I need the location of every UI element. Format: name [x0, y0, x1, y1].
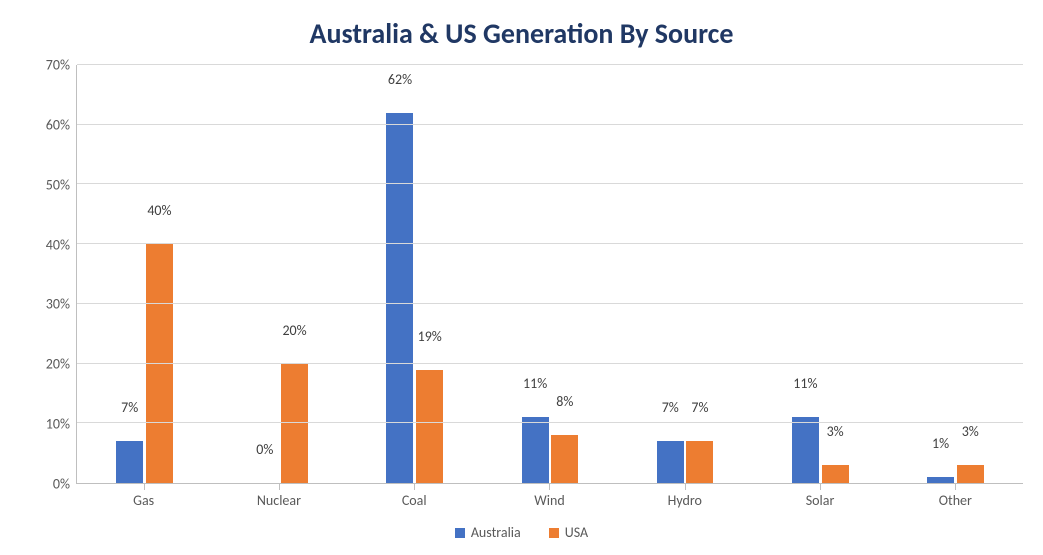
- bar-value-label: 62%: [388, 71, 412, 92]
- grid-line: [77, 303, 1023, 304]
- x-tick-label: Coal: [402, 492, 427, 509]
- x-tick-label: Solar: [806, 492, 835, 509]
- y-tick-label: 10%: [46, 416, 70, 433]
- bar-value-label: 1%: [932, 435, 949, 456]
- x-tick-label: Other: [939, 492, 972, 509]
- bar: [927, 477, 954, 483]
- legend-swatch: [455, 528, 465, 538]
- bar-value-label: 8%: [556, 393, 573, 414]
- x-tick: Other: [888, 484, 1023, 516]
- y-tick-label: 40%: [46, 236, 70, 253]
- x-axis: Gas Nuclear Coal Wind Hydro Solar Other: [76, 484, 1023, 516]
- legend: Australia USA: [20, 516, 1023, 545]
- bar-group: 62% 19%: [347, 65, 482, 483]
- bar: [522, 417, 549, 483]
- x-tick-label: Gas: [133, 492, 154, 509]
- bar-value-label: 40%: [147, 202, 171, 223]
- bar-group: 0% 20%: [212, 65, 347, 483]
- legend-item: USA: [549, 524, 588, 541]
- x-tick-mark: [549, 484, 550, 490]
- bar-value-label: 7%: [121, 399, 138, 420]
- bar: [551, 435, 578, 483]
- bar-value-label: 3%: [962, 423, 979, 444]
- bar: [116, 441, 143, 483]
- y-tick-label: 0%: [53, 476, 70, 493]
- bar: [386, 113, 413, 483]
- x-tick: Gas: [76, 484, 211, 516]
- bar-value-label: 11%: [793, 375, 817, 396]
- bar-group: 1% 3%: [888, 65, 1023, 483]
- bar-value-label: 11%: [523, 375, 547, 396]
- y-tick-label: 50%: [46, 176, 70, 193]
- bar: [957, 465, 984, 483]
- grid-line: [77, 363, 1023, 364]
- y-tick-label: 30%: [46, 296, 70, 313]
- chart-title: Australia & US Generation By Source: [20, 16, 1023, 51]
- plot-row: 0%10%20%30%40%50%60%70% 7%40%0%20%62%19%…: [20, 65, 1023, 484]
- bar: [146, 244, 173, 483]
- bar-value-label: 20%: [282, 322, 306, 343]
- x-tick: Coal: [347, 484, 482, 516]
- bar-group: 11% 3%: [753, 65, 888, 483]
- x-tick-mark: [955, 484, 956, 490]
- bar: [822, 465, 849, 483]
- bar-value-label: 0%: [256, 441, 273, 462]
- x-tick-mark: [820, 484, 821, 490]
- legend-label: Australia: [471, 524, 521, 541]
- bar: [792, 417, 819, 483]
- legend-label: USA: [565, 524, 588, 541]
- grid-line: [77, 64, 1023, 65]
- legend-swatch: [549, 528, 559, 538]
- x-tick-mark: [144, 484, 145, 490]
- x-tick-label: Nuclear: [257, 492, 301, 509]
- bar-group: 7% 40%: [77, 65, 212, 483]
- bar-value-label: 3%: [827, 423, 844, 444]
- x-tick: Hydro: [617, 484, 752, 516]
- y-tick-label: 60%: [46, 116, 70, 133]
- grid-line: [77, 183, 1023, 184]
- x-tick: Solar: [752, 484, 887, 516]
- plot-area: 7% 40% 0% 20% 62% 19% 11% 8% 7% 7% 11% 3% 1% 3%: [76, 65, 1023, 484]
- y-tick-label: 20%: [46, 356, 70, 373]
- x-tick-mark: [279, 484, 280, 490]
- bar-value-label: 19%: [418, 328, 442, 349]
- grid-line: [77, 243, 1023, 244]
- bar-group: 7% 7%: [618, 65, 753, 483]
- y-axis: 0%10%20%30%40%50%60%70%: [20, 65, 76, 484]
- bar-value-label: 7%: [691, 399, 708, 420]
- grid-line: [77, 124, 1023, 125]
- x-tick-mark: [414, 484, 415, 490]
- x-tick: Nuclear: [211, 484, 346, 516]
- grid-line: [77, 422, 1023, 423]
- bar-groups: 7% 40% 0% 20% 62% 19% 11% 8% 7% 7% 11% 3% 1% 3%: [77, 65, 1023, 483]
- bar: [416, 370, 443, 483]
- bar: [657, 441, 684, 483]
- x-tick-label: Wind: [534, 492, 564, 509]
- x-tick-mark: [685, 484, 686, 490]
- chart-container: Australia & US Generation By Source 0% 10…: [0, 0, 1043, 555]
- x-tick-label: Hydro: [668, 492, 702, 509]
- legend-item: Australia: [455, 524, 521, 541]
- x-tick: Wind: [482, 484, 617, 516]
- y-tick-label: 70%: [46, 57, 70, 74]
- bar-group: 11% 8%: [482, 65, 617, 483]
- bar: [686, 441, 713, 483]
- bar-value-label: 7%: [662, 399, 679, 420]
